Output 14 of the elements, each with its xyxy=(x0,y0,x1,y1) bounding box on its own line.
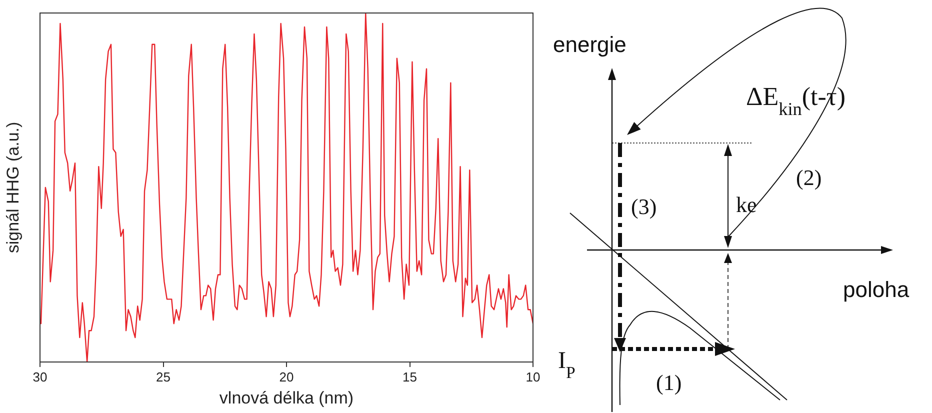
text: (1) xyxy=(656,370,682,395)
x-tick-label: 15 xyxy=(402,369,417,384)
text: (2) xyxy=(796,165,822,190)
x-axis-title: vlnová délka (nm) xyxy=(219,388,354,408)
text: ke xyxy=(736,192,757,217)
text: energie xyxy=(553,32,626,57)
text: poloha xyxy=(843,277,910,302)
text: I$_{P}$ xyxy=(558,348,576,382)
y-axis-title: signál HHG (a.u.) xyxy=(4,122,23,254)
text: (3) xyxy=(631,194,657,219)
x-tick-label: 25 xyxy=(156,369,170,384)
x-tick-label: 30 xyxy=(32,369,48,384)
x-tick-label: 20 xyxy=(279,369,294,384)
x-tick-label: 10 xyxy=(526,369,540,384)
